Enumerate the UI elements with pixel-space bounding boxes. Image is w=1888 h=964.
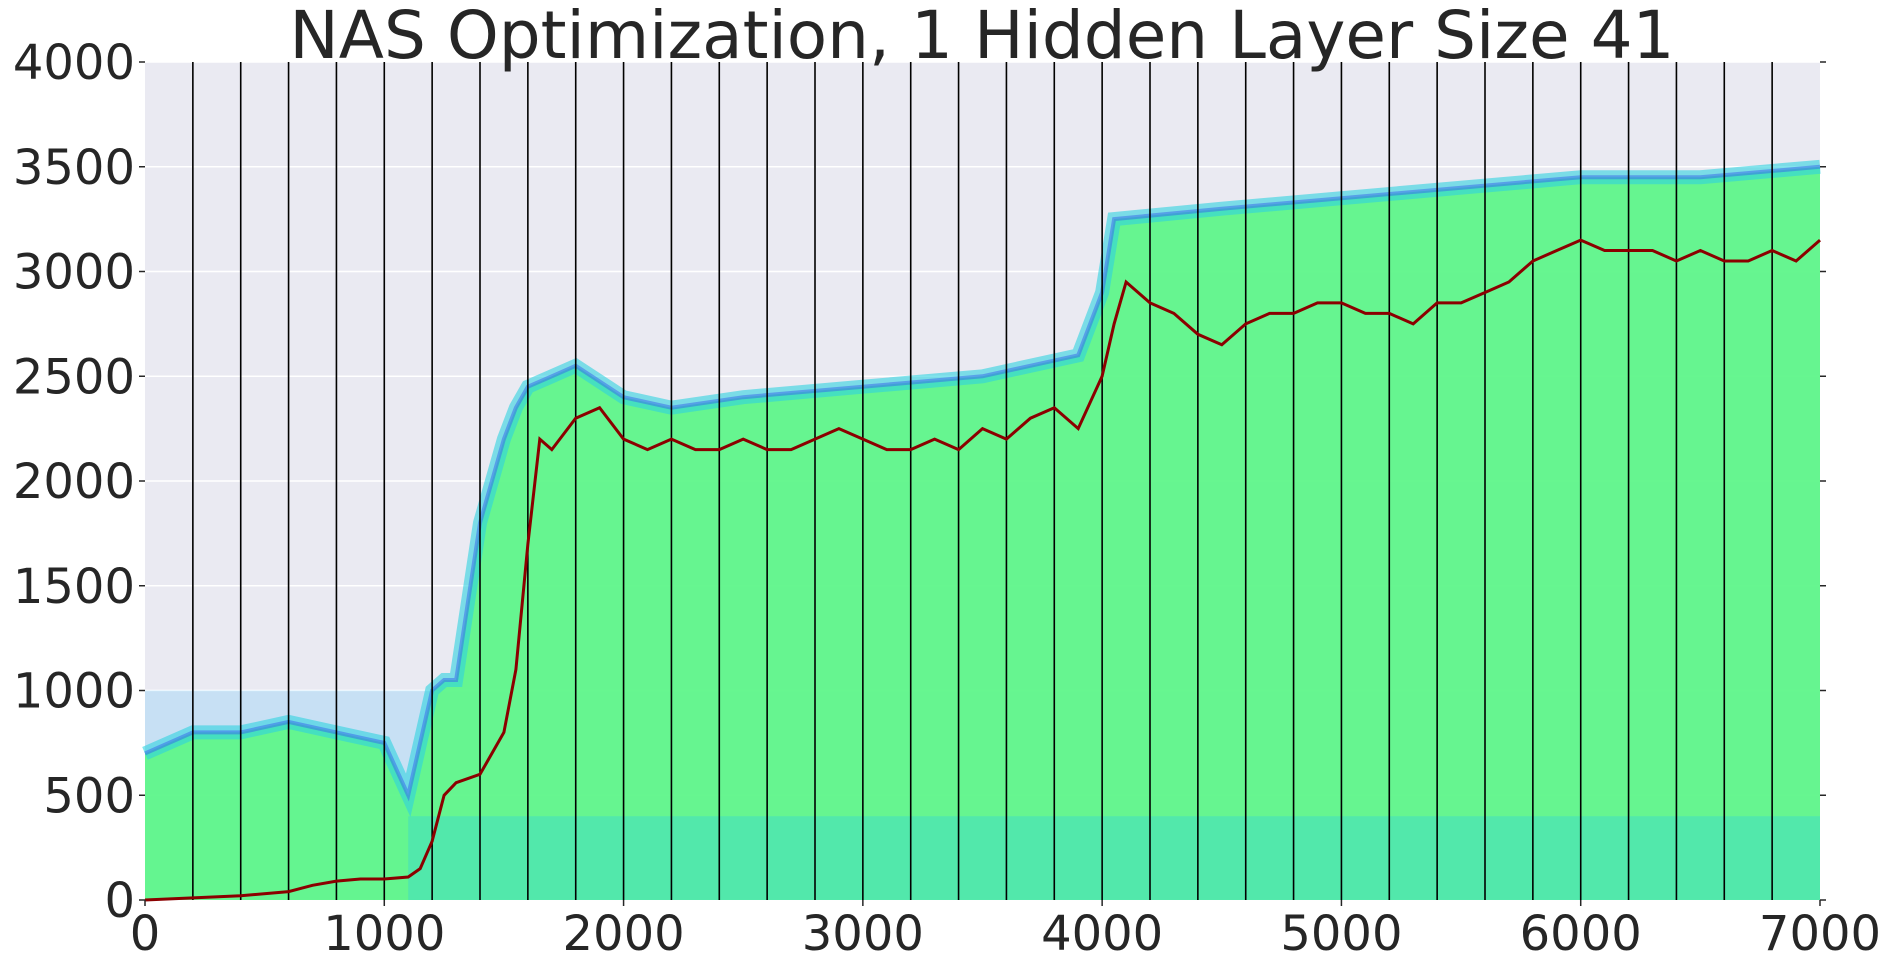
- y-tick-label: 4000: [13, 35, 135, 91]
- y-tick-label: 1000: [13, 664, 135, 720]
- x-tick-label: 2000: [562, 906, 684, 962]
- series-lines: [144, 238, 1821, 902]
- population-fill: [145, 166, 1820, 901]
- x-tick-label: 7000: [1759, 906, 1881, 962]
- y-tick-label: 1500: [13, 559, 135, 615]
- population-low-noise: [408, 816, 1820, 900]
- y-tick-label: 3500: [13, 140, 135, 196]
- x-tick-label: 1000: [323, 906, 445, 962]
- y-tick-label: 0: [104, 873, 135, 929]
- y-tick-label: 2500: [13, 349, 135, 405]
- y-tick-label: 2000: [13, 454, 135, 510]
- population-top: [144, 164, 1821, 802]
- x-tick-label: 5000: [1280, 906, 1402, 962]
- x-tick-label: 4000: [1041, 906, 1163, 962]
- series-line: [144, 238, 1821, 902]
- axes: 0 1000 2000 3000 4000 5000 6000 7000 0 500 1000 150…: [13, 35, 1881, 962]
- chart-title: NAS Optimization, 1 Hidden Layer Size 41: [289, 0, 1674, 74]
- x-tick-label: 0: [130, 906, 161, 962]
- generation-markers: [192, 62, 1773, 900]
- y-tick-label: 500: [43, 768, 135, 824]
- x-tick-label: 3000: [802, 906, 924, 962]
- x-tick-label: 6000: [1520, 906, 1642, 962]
- y-tick-label: 3000: [13, 245, 135, 301]
